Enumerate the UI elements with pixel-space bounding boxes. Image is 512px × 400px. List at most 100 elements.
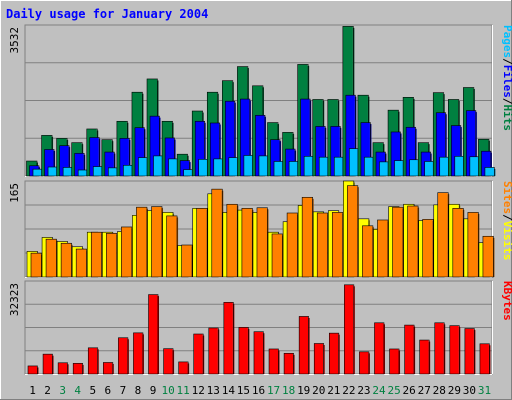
legend-label: Pages/Files/Hits (501, 25, 512, 131)
bar-sites-day-19 (301, 196, 314, 278)
bar-sites-day-6 (106, 233, 118, 278)
bar-kbytes-day-2 (42, 353, 54, 375)
bar-sites-day-7 (121, 226, 133, 278)
x-tick-label: 21 (327, 384, 340, 397)
x-tick-label: 17 (267, 384, 280, 397)
bar-kbytes-day-19 (298, 316, 310, 375)
bar-sites-day-18 (286, 212, 299, 278)
bar-sites-day-15 (241, 208, 254, 278)
bar-kbytes-day-9 (148, 294, 160, 375)
bar-sites-day-14 (226, 203, 239, 278)
x-tick-label: 2 (44, 384, 51, 397)
bar-sites-day-23 (362, 225, 374, 278)
x-tick-label: 11 (177, 384, 190, 397)
x-tick-label: 23 (357, 384, 370, 397)
bar-sites-day-3 (60, 242, 73, 278)
x-tick-label: 18 (282, 384, 295, 397)
legend-entry: KBytes (501, 281, 512, 321)
legend-entry: / (501, 214, 512, 221)
bar-kbytes-day-15 (238, 327, 250, 375)
bar-kbytes-day-29 (449, 325, 461, 375)
x-tick-label: 1 (29, 384, 36, 397)
x-tick-label: 16 (252, 384, 265, 397)
bar-sites-day-16 (256, 207, 269, 278)
x-tick-label: 20 (312, 384, 325, 397)
bar-sites-day-21 (331, 212, 344, 278)
bar-kbytes-day-7 (118, 337, 129, 375)
legend-entry: / (501, 98, 512, 105)
bar-sites-day-12 (196, 208, 209, 278)
bar-kbytes-day-23 (359, 351, 370, 375)
y-max-label: 165 (8, 183, 21, 203)
bar-kbytes-day-3 (57, 362, 69, 375)
x-tick-label: 3 (59, 384, 66, 397)
x-tick-label: 26 (403, 384, 416, 397)
legend-entry: Pages (501, 25, 512, 58)
bar-sites-day-8 (136, 206, 148, 278)
bar-pages-day-31 (484, 167, 496, 177)
panel-middle: 165 Sites/Visits (8, 180, 512, 278)
bar-sites-day-10 (166, 215, 179, 278)
bar-sites-day-1 (30, 252, 43, 278)
bar-kbytes-day-20 (313, 343, 325, 375)
x-tick-label: 25 (387, 384, 400, 397)
x-tick-label: 27 (418, 384, 431, 397)
x-tick-label: 9 (150, 384, 157, 397)
x-tick-label: 8 (135, 384, 142, 397)
bar-sites-day-5 (90, 231, 103, 278)
bar-kbytes-day-10 (163, 348, 175, 375)
x-tick-label: 15 (237, 384, 250, 397)
bar-sites-day-25 (392, 206, 405, 278)
bar-kbytes-day-17 (268, 348, 280, 375)
bar-sites-day-4 (75, 248, 88, 278)
x-tick-label: 28 (433, 384, 446, 397)
legend-entry: Files (501, 65, 512, 98)
bar-sites-day-26 (407, 205, 420, 278)
legend-entry: Visits (501, 221, 512, 261)
bar-sites-day-9 (151, 206, 164, 278)
bar-sites-day-28 (437, 192, 450, 278)
bar-sites-day-17 (271, 233, 284, 278)
bar-kbytes-day-26 (404, 324, 416, 375)
bar-sites-day-11 (181, 244, 194, 278)
legend-entry: Sites (501, 181, 512, 214)
bar-kbytes-day-30 (464, 328, 476, 375)
bar-sites-day-2 (45, 238, 58, 278)
x-tick-label: 13 (207, 384, 220, 397)
bar-kbytes-day-8 (133, 332, 144, 375)
x-tick-label: 19 (297, 384, 310, 397)
x-tick-label: 5 (89, 384, 96, 397)
x-tick-label: 14 (222, 384, 236, 397)
bar-kbytes-day-31 (479, 343, 491, 375)
x-tick-label: 29 (448, 384, 461, 397)
x-tick-label: 31 (478, 384, 491, 397)
x-tick-label: 6 (105, 384, 112, 397)
bar-sites-day-13 (211, 188, 224, 278)
chart-title: Daily usage for January 2004 (6, 7, 208, 21)
x-tick-label: 10 (161, 384, 174, 397)
bar-sites-day-29 (452, 208, 465, 278)
bar-kbytes-day-21 (328, 332, 340, 375)
panel-bottom: 32323 KBytes (8, 280, 512, 375)
legend-entry: Hits (501, 105, 512, 132)
x-tick-label: 22 (342, 384, 355, 397)
bar-kbytes-day-11 (178, 361, 190, 375)
bar-kbytes-day-22 (344, 284, 355, 375)
legend-label: Sites/Visits (501, 181, 512, 261)
bar-kbytes-day-18 (283, 352, 295, 375)
bar-sites-day-22 (347, 185, 359, 278)
bar-sites-day-20 (316, 212, 329, 278)
x-tick-label: 30 (463, 384, 476, 397)
x-tick-label: 4 (74, 384, 81, 397)
bar-kbytes-day-5 (87, 347, 99, 375)
bar-kbytes-day-25 (389, 348, 401, 375)
legend-label: KBytes (501, 281, 512, 321)
x-axis-day-labels: 1 2 3 4 5 6 7 8 9 10 11 12 13 14 15 16 17 18 19 20 21 22 23 24 2… (29, 384, 491, 397)
bar-kbytes-day-12 (193, 333, 205, 375)
bar-sites-day-30 (467, 212, 480, 278)
bar-kbytes-day-27 (419, 339, 431, 375)
bar-kbytes-day-24 (374, 322, 385, 375)
bar-kbytes-day-16 (253, 331, 265, 375)
